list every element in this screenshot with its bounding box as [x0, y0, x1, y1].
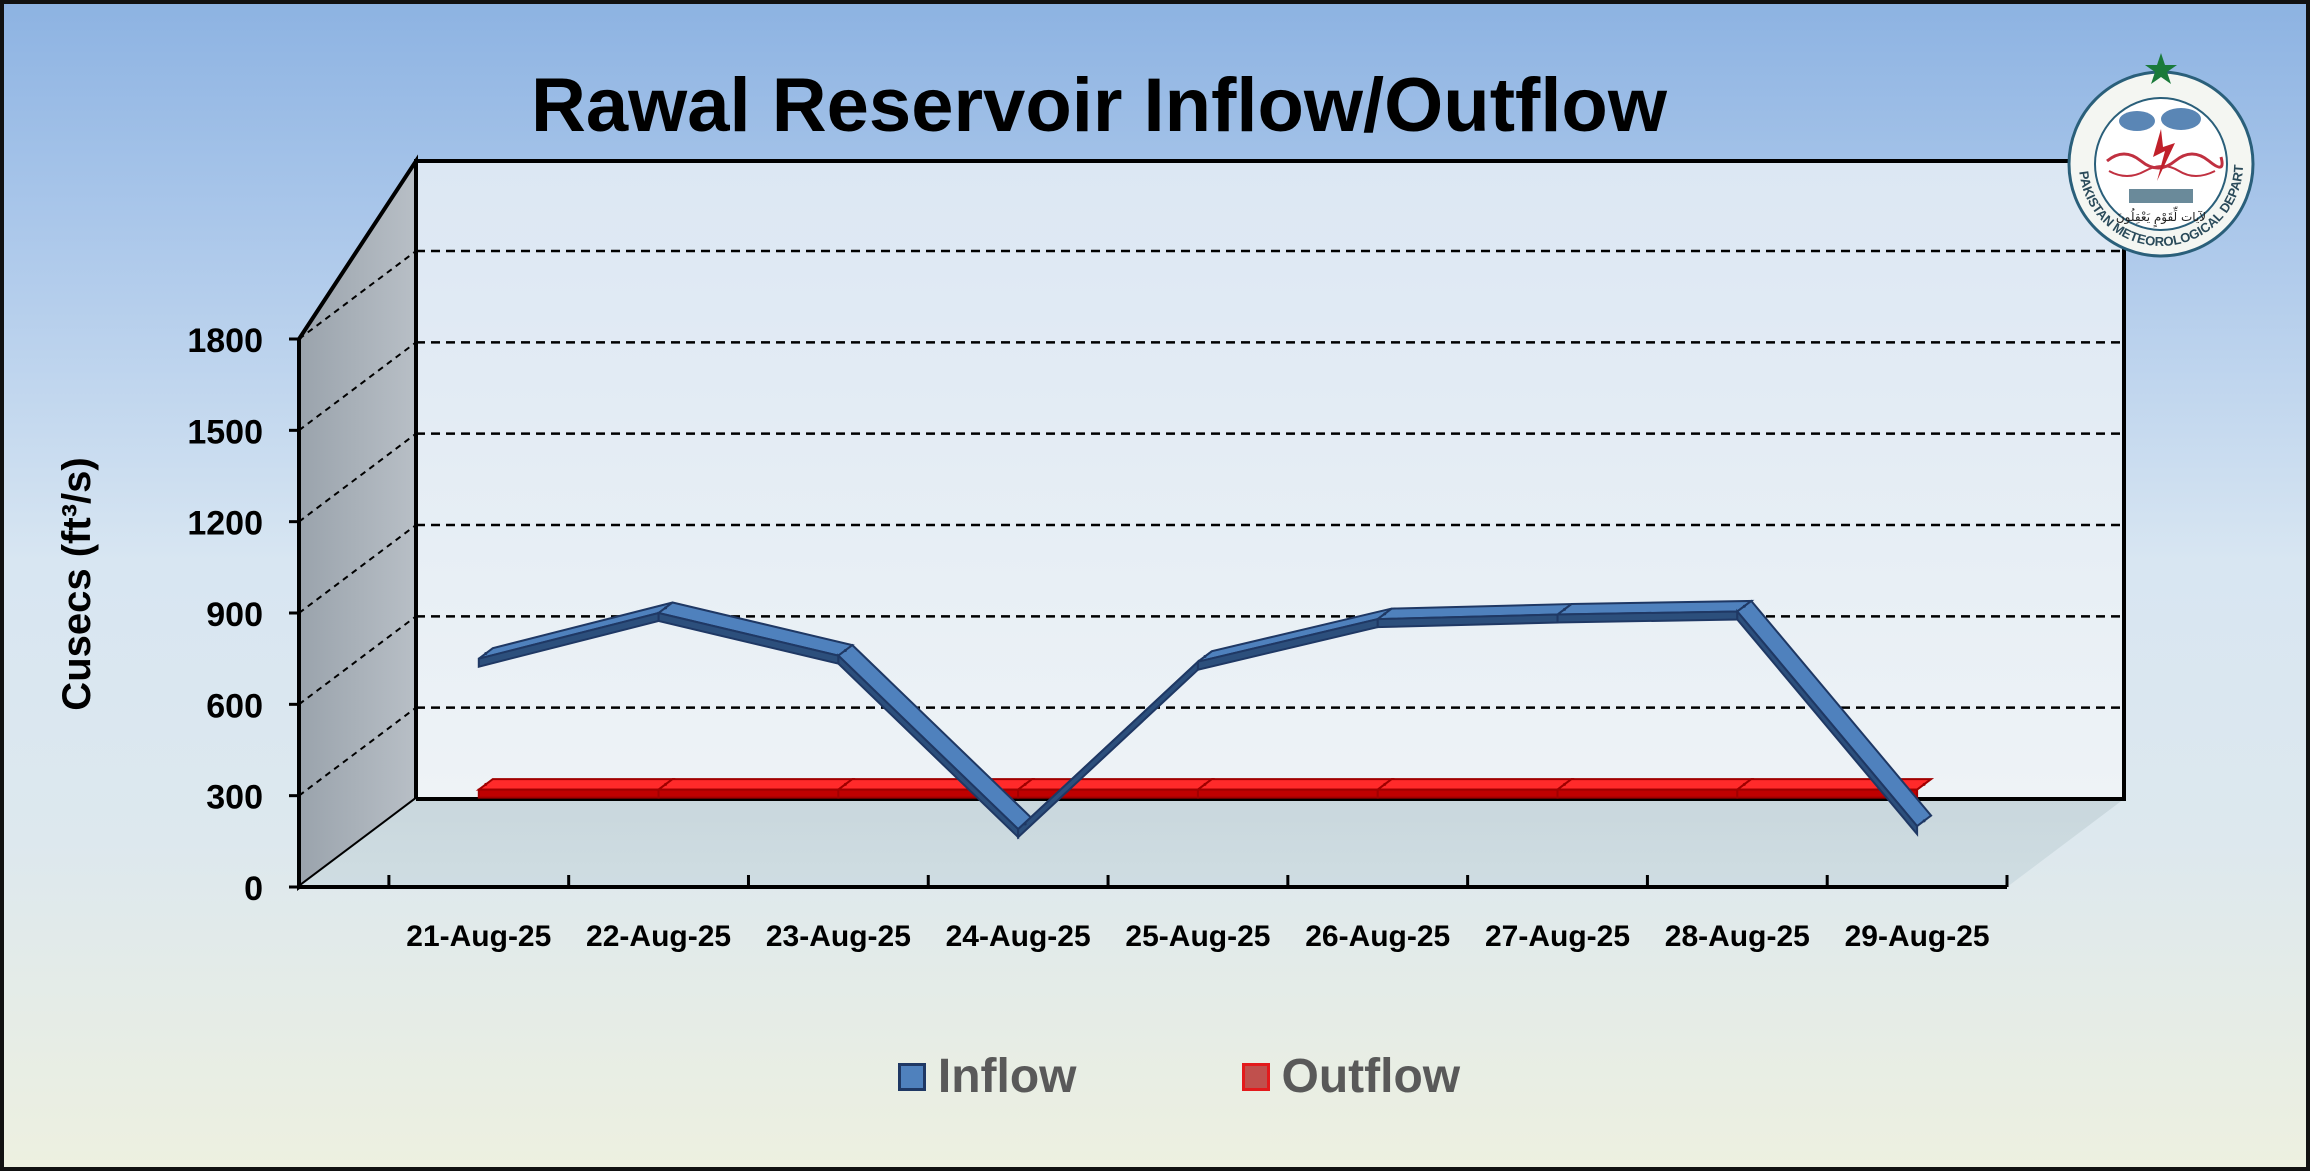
y-tick-label: 1800: [187, 322, 263, 360]
x-tick-label: 22-Aug-25: [586, 920, 731, 953]
series-1-ribbon-top: [1554, 778, 1755, 791]
gridline-side: [298, 341, 417, 432]
series-0-point: [1563, 607, 1567, 611]
series-1-point: [664, 782, 668, 786]
series-1-point: [1563, 782, 1567, 786]
y-tick-label: 1500: [187, 413, 263, 451]
legend-swatch-inflow: [897, 1062, 926, 1091]
back-wall: [414, 159, 2126, 801]
series-0-point: [1023, 822, 1027, 826]
series-0-ribbon-side: [1736, 608, 1919, 837]
y-tick-label: 900: [206, 596, 263, 634]
legend-item-inflow: Inflow: [897, 1049, 1077, 1104]
chart-plot: 0 300 600 900 1200 1500 1800 21-Aug-25 22-Aug-25…: [55, 154, 2126, 953]
series-1-ribbon-side: [1376, 788, 1559, 799]
series-1-point: [1023, 782, 1027, 786]
series-1-ribbon-top: [475, 778, 676, 791]
x-tick-label: 29-Aug-25: [1845, 920, 1990, 953]
gridline-side: [298, 250, 417, 340]
floor: [299, 799, 2124, 887]
x-tick-label: 21-Aug-25: [406, 920, 551, 953]
series-0-point: [1203, 655, 1207, 659]
legend-label-outflow: Outflow: [1281, 1050, 1461, 1103]
y-tick-label: 0: [244, 870, 263, 908]
series-1-ribbon-side: [1017, 788, 1199, 799]
series-1-point: [1742, 782, 1746, 786]
legend-swatch-outflow: [1241, 1062, 1270, 1091]
series-0-point: [843, 648, 847, 652]
x-tick-label: 24-Aug-25: [946, 920, 1091, 953]
y-tick-label: 300: [206, 779, 263, 817]
gridline-side: [298, 615, 417, 706]
x-tick-label: 26-Aug-25: [1305, 920, 1450, 953]
gridline-side: [298, 706, 417, 797]
chart-title: Rawal Reservoir Inflow/Outflow: [531, 63, 1667, 148]
y-tick-label: 1200: [187, 505, 263, 543]
series-1-ribbon-side: [1556, 788, 1739, 799]
series-0-point: [1383, 612, 1387, 616]
series-0-point: [1742, 604, 1746, 608]
series-1-point: [843, 782, 847, 786]
series-1-ribbon-top: [835, 778, 1036, 791]
series-1-ribbon-top: [1374, 778, 1575, 791]
x-tick-label: 28-Aug-25: [1665, 920, 1810, 953]
series-1-ribbon-side: [657, 788, 840, 799]
series-0-point: [664, 606, 668, 610]
logo-motto: لآيات لِّقَوْمٍ يَعْقِلُونَ: [2116, 206, 2206, 227]
y-tick-label: 600: [206, 687, 263, 725]
series-1-ribbon-side: [477, 788, 660, 799]
series-0-ribbon-side: [1556, 610, 1739, 624]
series-1-ribbon-side: [1196, 788, 1379, 799]
series-1-ribbon-top: [1015, 778, 1215, 791]
side-wall: [297, 154, 418, 892]
x-tick-label: 27-Aug-25: [1485, 920, 1630, 953]
series-1-point: [1922, 782, 1926, 786]
x-tick-label: 25-Aug-25: [1125, 920, 1270, 953]
legend-item-outflow: Outflow: [1241, 1049, 1461, 1104]
chart-legend: Inflow Outflow: [4, 1049, 2310, 1104]
x-tick-label: 23-Aug-25: [766, 920, 911, 953]
pmd-logo: PAKISTAN METEOROLOGICAL DEPARTMENT لآيات…: [2049, 39, 2255, 258]
gridline-side: [298, 524, 417, 614]
y-axis-label: Cusecs (ft³/s): [55, 457, 99, 710]
series-1-point: [1383, 782, 1387, 786]
gridline-side: [298, 432, 417, 523]
series-1-ribbon-top: [655, 778, 856, 791]
series-1-point: [1203, 782, 1207, 786]
legend-label-inflow: Inflow: [937, 1050, 1077, 1103]
series-0-point: [1922, 819, 1926, 823]
series-0-point: [484, 651, 488, 655]
series-1-point: [484, 782, 488, 786]
series-1-ribbon-top: [1194, 778, 1395, 791]
